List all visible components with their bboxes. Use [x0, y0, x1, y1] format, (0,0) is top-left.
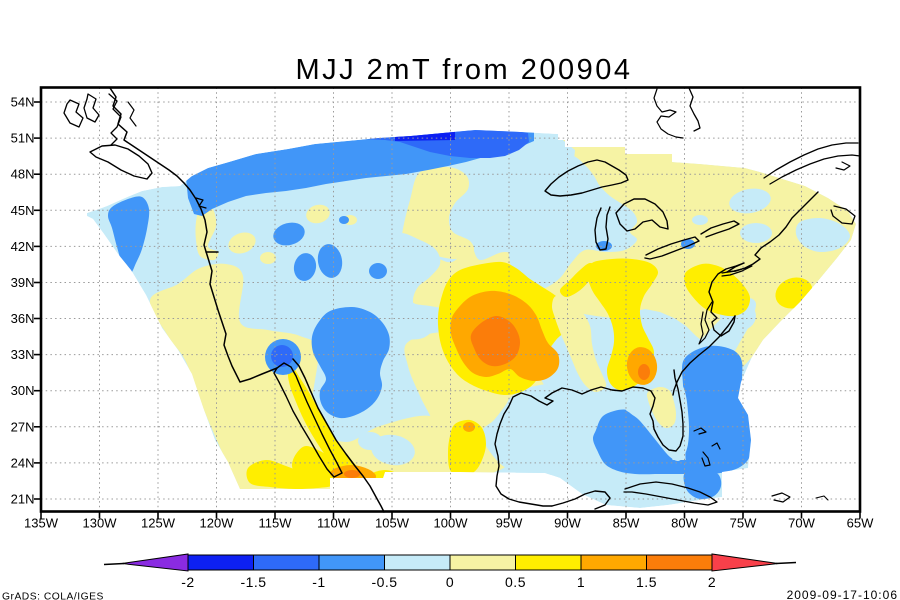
svg-text:95W: 95W: [496, 516, 523, 531]
svg-text:0.5: 0.5: [505, 574, 526, 590]
svg-text:110W: 110W: [317, 516, 351, 531]
svg-text:MJJ 2mT from 200904: MJJ 2mT from 200904: [295, 54, 632, 86]
svg-text:51N: 51N: [11, 131, 35, 146]
svg-text:42N: 42N: [11, 239, 35, 254]
svg-text:45N: 45N: [11, 203, 35, 218]
svg-text:115W: 115W: [259, 516, 293, 531]
svg-text:105W: 105W: [375, 516, 410, 531]
svg-text:-0.5: -0.5: [371, 574, 397, 590]
svg-text:120W: 120W: [200, 516, 235, 531]
svg-text:2009-09-17-10:06: 2009-09-17-10:06: [787, 588, 898, 600]
svg-text:GrADS: COLA/IGES: GrADS: COLA/IGES: [2, 592, 104, 600]
svg-text:24N: 24N: [11, 455, 35, 470]
svg-text:-1: -1: [312, 574, 325, 590]
svg-text:27N: 27N: [11, 419, 35, 434]
svg-text:90W: 90W: [554, 516, 581, 531]
svg-text:125W: 125W: [141, 516, 176, 531]
svg-text:39N: 39N: [11, 275, 35, 290]
svg-text:33N: 33N: [11, 347, 35, 362]
svg-text:65W: 65W: [847, 516, 874, 531]
svg-text:85W: 85W: [613, 516, 640, 531]
svg-text:36N: 36N: [11, 311, 35, 326]
svg-text:135W: 135W: [24, 516, 59, 531]
svg-text:2: 2: [708, 574, 716, 590]
svg-text:130W: 130W: [83, 516, 118, 531]
svg-text:80W: 80W: [671, 516, 698, 531]
svg-text:0: 0: [446, 574, 454, 590]
svg-text:70W: 70W: [788, 516, 815, 531]
svg-text:100W: 100W: [434, 516, 469, 531]
svg-text:1: 1: [577, 574, 585, 590]
svg-text:1.5: 1.5: [636, 574, 657, 590]
svg-text:75W: 75W: [730, 516, 757, 531]
svg-text:30N: 30N: [11, 383, 35, 398]
svg-text:-2: -2: [181, 574, 194, 590]
svg-text:-1.5: -1.5: [240, 574, 266, 590]
svg-text:48N: 48N: [11, 167, 35, 182]
svg-text:54N: 54N: [11, 95, 35, 110]
svg-text:21N: 21N: [11, 492, 35, 507]
